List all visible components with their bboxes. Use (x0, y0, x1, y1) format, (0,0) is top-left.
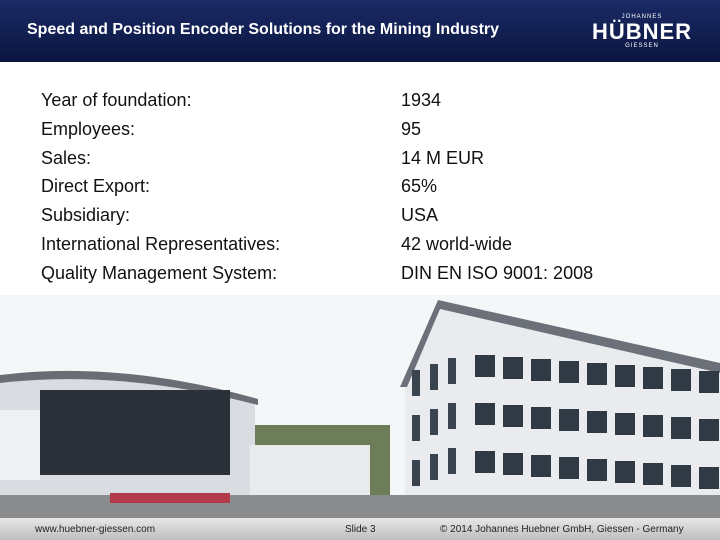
fact-value: 14 M EUR (401, 147, 485, 168)
fact-value: USA (401, 205, 439, 226)
fact-label: Subsidiary: (41, 205, 131, 226)
window (503, 453, 523, 475)
window (475, 403, 495, 425)
window (643, 463, 663, 485)
side-window (412, 460, 420, 486)
window (699, 419, 719, 441)
logo-main: HÜBNER (591, 19, 693, 44)
side-window (412, 415, 420, 441)
window (475, 355, 495, 377)
footer-website: www.huebner-giessen.com (35, 524, 156, 535)
fact-value: 42 world-wide (401, 234, 513, 254)
window (671, 369, 691, 391)
logo-top: JOHANNES (621, 14, 663, 20)
fact-label: International Representatives: (41, 234, 281, 254)
left-roof (0, 370, 258, 405)
side-window (430, 364, 438, 390)
low-building (250, 445, 370, 500)
fact-label: Year of foundation: (41, 90, 192, 110)
fact-value: DIN EN ISO 9001: 2008 (401, 262, 594, 283)
footer-slide: Slide 3 (345, 524, 376, 535)
logo-bottom: GIESSEN (625, 43, 659, 49)
building-photo (0, 295, 720, 518)
side-window (448, 403, 456, 429)
window (615, 461, 635, 483)
window (671, 465, 691, 487)
ground (0, 495, 720, 518)
window (587, 363, 607, 385)
side-window (430, 409, 438, 435)
left-glass (40, 390, 230, 475)
side-window (448, 358, 456, 384)
footer-copyright: © 2014 Johannes Huebner GmbH, Giessen - … (440, 524, 684, 535)
window (559, 457, 579, 479)
window (531, 455, 551, 477)
side-window (430, 454, 438, 480)
fact-value: 95 (401, 118, 422, 139)
left-wall (0, 410, 40, 480)
slide-title: Speed and Position Encoder Solutions for… (27, 21, 500, 38)
window (475, 451, 495, 473)
window (643, 367, 663, 389)
logo: JOHANNES HÜBNER GIESSEN (590, 14, 694, 50)
windows (412, 355, 719, 489)
header-bar: Speed and Position Encoder Solutions for… (0, 0, 720, 62)
window (643, 415, 663, 437)
side-window (412, 370, 420, 396)
fact-value: 1934 (401, 90, 442, 110)
window (531, 407, 551, 429)
flowers (110, 493, 230, 503)
window (531, 359, 551, 381)
window (559, 361, 579, 383)
window (699, 467, 719, 489)
fact-label: Quality Management System: (41, 262, 278, 283)
window (503, 357, 523, 379)
window (587, 411, 607, 433)
fact-label: Sales: (41, 147, 92, 168)
window (587, 459, 607, 481)
footer-bar: www.huebner-giessen.com Slide 3 © 2014 J… (0, 518, 720, 540)
side-window (448, 448, 456, 474)
window (671, 417, 691, 439)
window (559, 409, 579, 431)
fact-value: 65% (401, 176, 438, 197)
window (615, 365, 635, 387)
window (503, 405, 523, 427)
fact-label: Direct Export: (41, 176, 151, 197)
window (615, 413, 635, 435)
window (699, 371, 719, 393)
fact-label: Employees: (41, 118, 136, 139)
